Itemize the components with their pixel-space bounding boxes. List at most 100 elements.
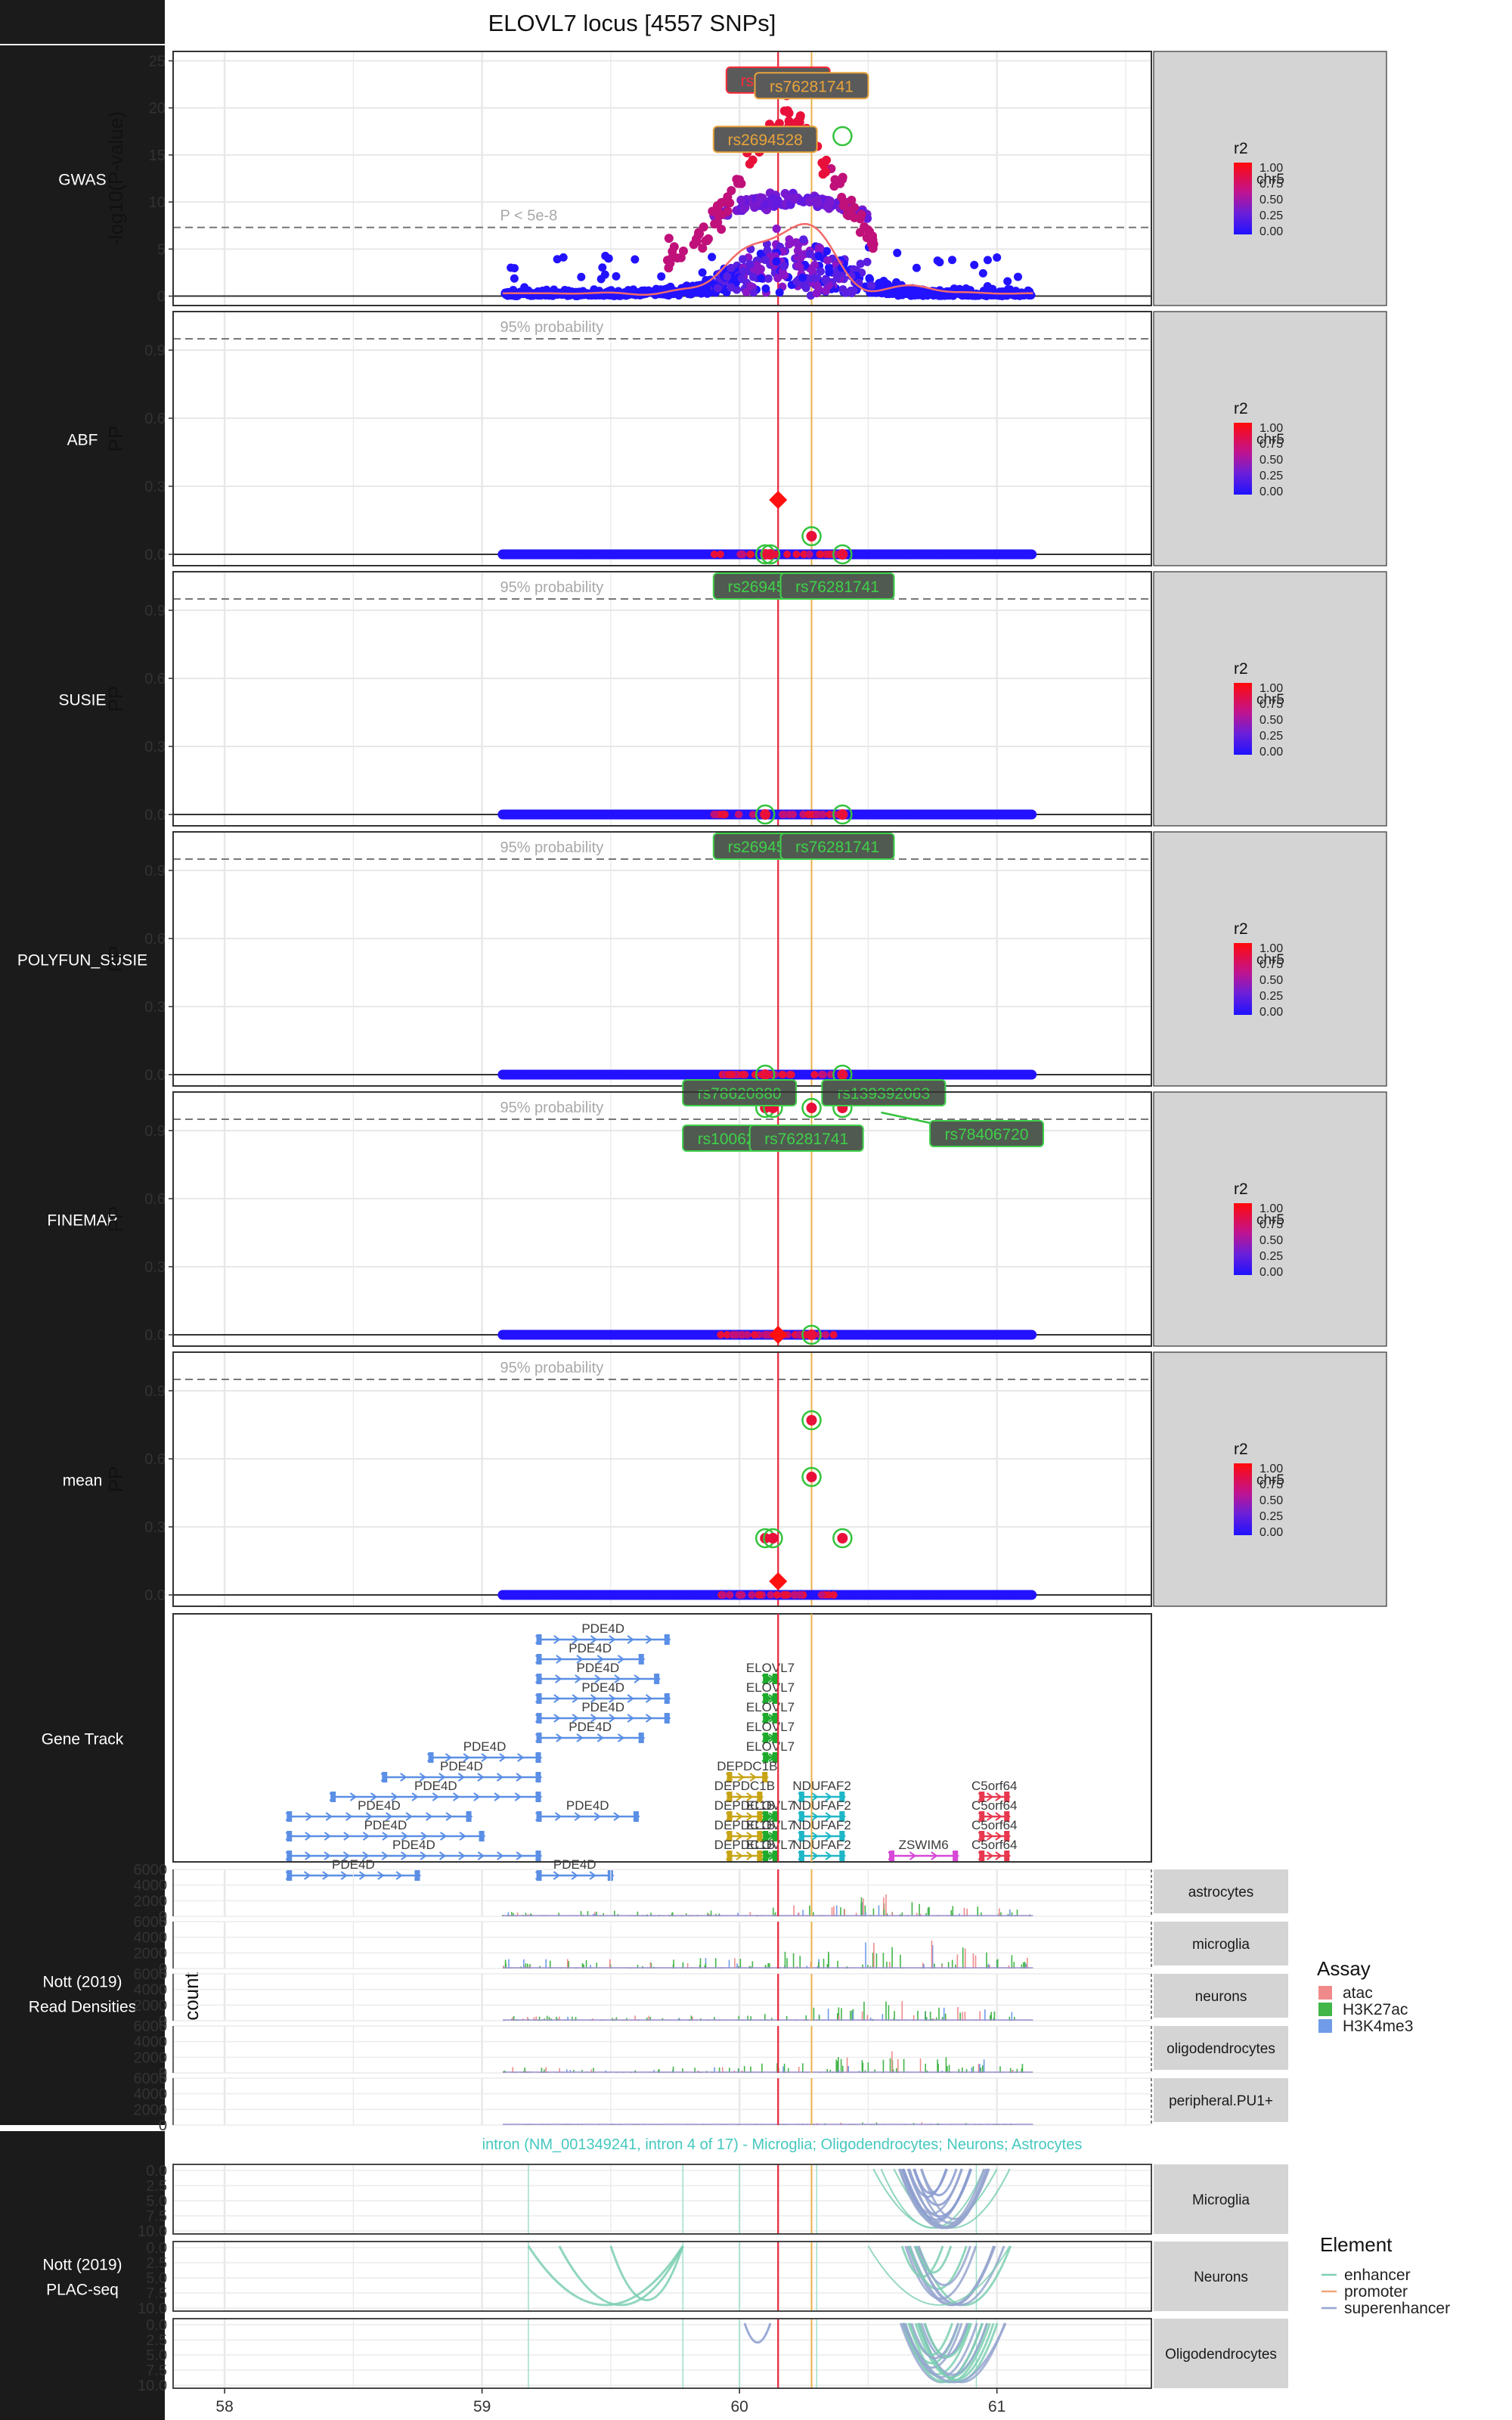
threshold-label: 95% probability	[500, 839, 603, 856]
snp-point	[993, 253, 1002, 262]
snp-point	[810, 273, 820, 282]
gene-exon	[664, 1693, 670, 1704]
gene-exon	[466, 1811, 472, 1822]
sidebar-finemap-bg	[0, 1086, 165, 1353]
y-tick-label: 0.3	[144, 1259, 166, 1276]
snp-label-text: rs76281741	[795, 839, 879, 856]
snp-point	[772, 257, 781, 266]
snp-point	[855, 214, 865, 224]
snp-point	[773, 1591, 781, 1599]
snp-point	[849, 265, 858, 274]
snp-point	[510, 264, 519, 273]
gwas-smooth-line	[502, 222, 1033, 296]
snp-point	[838, 285, 847, 294]
credible-set-ring	[801, 526, 822, 547]
y-tick-label: 0.0	[144, 1327, 166, 1344]
snp-point	[781, 1591, 789, 1599]
snp-point	[737, 274, 746, 283]
snp-point	[775, 288, 784, 297]
snp-point	[757, 274, 766, 283]
gene-label: PDE4D	[566, 1798, 609, 1813]
read-density-y-label: count	[180, 1972, 203, 2020]
snp-point	[595, 287, 604, 296]
snp-point	[739, 1331, 747, 1339]
snp-point	[805, 197, 815, 207]
snp-point	[787, 1071, 795, 1078]
y-tick-label: 0.9	[144, 863, 166, 880]
y-tick-label: 0.6	[144, 931, 166, 948]
snp-point	[726, 1591, 734, 1599]
snp-point	[739, 266, 748, 275]
snp-point	[779, 106, 789, 116]
y-axis-label: PP	[104, 946, 127, 973]
snp-point	[669, 242, 679, 252]
snp-point	[849, 286, 858, 295]
gene-label: C5orf64	[971, 1779, 1017, 1793]
snp-point	[779, 262, 789, 271]
snp-point	[577, 272, 586, 281]
gene-label: PDE4D	[569, 1641, 612, 1655]
snp-point	[1027, 1590, 1037, 1600]
snp-point	[598, 263, 607, 272]
snp-point	[789, 811, 797, 818]
snp-point	[631, 255, 640, 264]
snp-point	[978, 268, 987, 278]
snp-point	[806, 1415, 817, 1426]
snp-point	[1003, 277, 1012, 286]
gene-label: C5orf64	[971, 1798, 1017, 1813]
snp-point	[800, 551, 808, 558]
snp-point	[764, 274, 773, 283]
gene-exon	[638, 1654, 644, 1665]
gene-label: PDE4D	[581, 1621, 624, 1636]
y-tick-label: 2000	[134, 1997, 168, 2014]
snp-point	[739, 1071, 747, 1078]
snp-label-text: rs78620880	[698, 1085, 782, 1103]
snp-point	[678, 247, 688, 256]
snp-point	[965, 286, 974, 295]
gene-label: DEPDC1B	[714, 1779, 775, 1793]
gene-label: PDE4D	[577, 1661, 620, 1675]
snp-point	[825, 196, 835, 206]
y-tick-label: 0.3	[144, 739, 166, 755]
sidebar-abf-text: ABF	[67, 432, 98, 449]
y-tick-label: 4000	[134, 1930, 168, 1947]
snp-point	[792, 551, 801, 558]
snp-point	[822, 155, 832, 165]
gene-exon	[633, 1811, 639, 1822]
snp-point	[806, 1103, 817, 1113]
y-tick-label: 0.6	[144, 411, 166, 427]
snp-point	[745, 259, 754, 268]
gene-label: ZSWIM6	[899, 1838, 949, 1852]
snp-point	[837, 1069, 848, 1080]
snp-point	[1027, 1329, 1037, 1340]
snp-point	[736, 551, 745, 558]
snp-point	[823, 247, 832, 256]
snp-point	[720, 811, 729, 818]
snp-point	[779, 811, 788, 818]
y-tick-label: 2000	[134, 1945, 168, 1962]
snp-point	[760, 1069, 771, 1080]
snp-point	[805, 250, 814, 259]
snp-label-text: rs78406720	[945, 1126, 1029, 1143]
snp-point	[750, 1331, 758, 1339]
snp-point	[717, 225, 727, 234]
y-axis-label: PP	[104, 686, 127, 712]
snp-point	[799, 235, 808, 244]
snp-label-text: rs2694528	[728, 132, 803, 149]
snp-point	[765, 549, 776, 560]
gene-label: PDE4D	[364, 1818, 407, 1832]
snp-point	[948, 256, 957, 265]
gene-exon	[638, 1733, 644, 1743]
snp-point	[767, 1533, 779, 1544]
panel-bg	[173, 312, 1151, 566]
sidebar-mean-bg	[0, 1346, 165, 1613]
snp-label-box	[754, 72, 869, 100]
snp-point	[739, 203, 748, 213]
snp-point	[790, 194, 800, 203]
y-tick-label: 6000	[134, 1862, 168, 1879]
sidebar-gene-track-bg	[0, 1608, 165, 1869]
snp-point	[1027, 809, 1037, 820]
snp-point	[790, 1591, 798, 1599]
